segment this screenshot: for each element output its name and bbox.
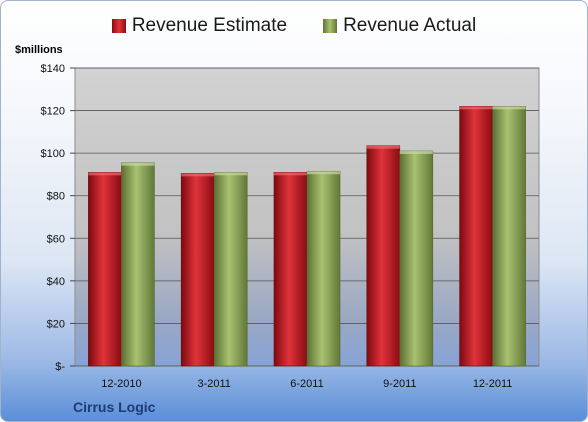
y-tick-label: $140 (41, 63, 65, 75)
bar-revenue-estimate (180, 173, 215, 367)
bar-revenue-actual-cap (307, 171, 340, 175)
bar-revenue-estimate (366, 145, 401, 367)
bar-revenue-actual-cap (214, 172, 248, 176)
bar-revenue-estimate-cap (88, 172, 122, 176)
x-tick-label: 6-2011 (290, 378, 323, 390)
legend-swatch-estimate (111, 19, 126, 33)
x-tick-label: 9-2011 (383, 378, 416, 390)
y-tick-label: $100 (41, 148, 65, 160)
bar-revenue-actual-cap (492, 106, 526, 110)
x-tick-label: 12-2011 (473, 378, 513, 390)
y-tick-label: $120 (41, 106, 65, 118)
x-tick-label: 3-2011 (197, 378, 230, 390)
y-tick-label: $80 (47, 191, 65, 203)
bar-revenue-estimate (273, 172, 308, 367)
bar-revenue-actual (121, 162, 155, 367)
bar-revenue-estimate-cap (366, 145, 400, 149)
bar-revenue-actual (306, 170, 341, 367)
y-tick-label: $- (55, 361, 65, 373)
bar-revenue-actual-cap (399, 151, 433, 155)
bar-revenue-actual-cap (121, 162, 155, 166)
legend-swatch-actual (323, 19, 338, 33)
bar-revenue-estimate-cap (459, 106, 493, 110)
bar-revenue-estimate-cap (181, 173, 215, 177)
legend-item-actual: Revenue Actual (323, 15, 476, 37)
x-tick-label: 12-2010 (101, 378, 141, 390)
bar-revenue-estimate (88, 172, 122, 367)
y-axis-label: $millions (15, 44, 63, 56)
y-tick-label: $40 (47, 276, 65, 288)
y-tick-label: $60 (47, 233, 65, 245)
bar-revenue-estimate (459, 106, 493, 367)
legend: Revenue Estimate Revenue Actual (1, 15, 587, 37)
bar-revenue-actual (399, 150, 434, 367)
y-tick-label: $20 (47, 318, 65, 330)
legend-label-actual: Revenue Actual (343, 15, 477, 36)
bar-revenue-actual (492, 106, 526, 367)
legend-item-estimate: Revenue Estimate (111, 15, 288, 37)
bar-revenue-actual (213, 172, 248, 367)
bar-revenue-estimate-cap (274, 172, 307, 176)
legend-label-estimate: Revenue Estimate (131, 15, 288, 36)
company-label: Cirrus Logic (73, 399, 156, 415)
